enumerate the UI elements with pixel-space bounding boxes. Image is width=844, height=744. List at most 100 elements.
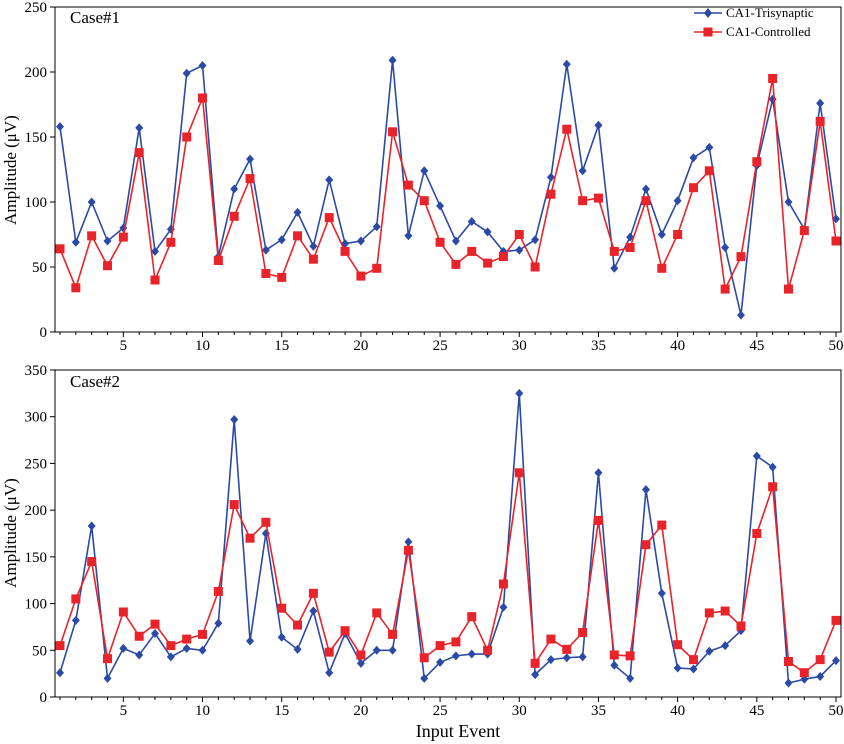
data-point-ca1-controlled — [467, 246, 477, 256]
plot-frame — [54, 369, 842, 698]
data-point-ca1-controlled — [150, 619, 160, 629]
data-point-ca1-trisynaptic — [784, 678, 793, 688]
data-point-ca1-trisynaptic — [151, 628, 160, 638]
x-tick-label: 25 — [433, 703, 448, 719]
data-point-ca1-controlled — [562, 644, 572, 654]
series-line-ca1-controlled — [59, 78, 837, 292]
data-point-ca1-controlled — [403, 180, 413, 190]
data-point-ca1-trisynaptic — [293, 644, 302, 654]
data-point-ca1-controlled — [752, 529, 762, 538]
x-tick-label: 10 — [195, 338, 210, 354]
y-tick-label: 150 — [25, 130, 48, 146]
data-point-ca1-trisynaptic — [673, 663, 682, 673]
x-tick-label: 5 — [120, 703, 128, 719]
x-tick-label: 20 — [353, 338, 368, 354]
axis-ticks: 0 50 100 150 200 250 5 10 15 20 25 30 35 40 45 50 — [25, 0, 844, 354]
data-point-ca1-trisynaptic — [277, 632, 286, 642]
data-point-ca1-controlled — [673, 640, 683, 650]
data-point-ca1-controlled — [578, 196, 588, 206]
data-point-ca1-trisynaptic — [246, 636, 255, 646]
x-tick-label: 30 — [512, 338, 527, 354]
data-point-ca1-controlled — [261, 269, 271, 278]
data-point-ca1-trisynaptic — [325, 175, 334, 185]
data-point-ca1-trisynaptic — [594, 120, 603, 130]
y-tick-label: 50 — [32, 260, 47, 276]
data-point-ca1-controlled — [831, 615, 841, 625]
data-point-ca1-controlled — [530, 262, 540, 272]
x-tick-label: 50 — [829, 338, 844, 354]
x-tick-label: 35 — [591, 703, 606, 719]
data-point-ca1-trisynaptic — [230, 184, 239, 194]
data-point-ca1-controlled — [530, 658, 540, 668]
data-point-ca1-controlled — [55, 641, 65, 651]
series-line-ca1-controlled — [59, 472, 837, 674]
data-point-ca1-controlled — [435, 641, 445, 651]
data-point-ca1-trisynaptic — [673, 196, 682, 206]
data-point-ca1-trisynaptic — [641, 485, 650, 495]
data-point-ca1-controlled — [783, 284, 793, 294]
data-point-ca1-trisynaptic — [325, 668, 334, 678]
data-point-ca1-controlled — [736, 252, 746, 262]
data-point-ca1-controlled — [71, 594, 81, 604]
y-tick-label: 0 — [40, 325, 48, 341]
data-point-ca1-trisynaptic — [71, 615, 80, 625]
data-point-ca1-trisynaptic — [56, 122, 64, 132]
data-point-ca1-controlled — [498, 579, 508, 589]
data-point-ca1-controlled — [372, 608, 382, 618]
y-tick-label: 300 — [25, 410, 48, 426]
data-point-ca1-controlled — [483, 258, 493, 268]
data-point-ca1-trisynaptic — [436, 201, 445, 211]
data-point-ca1-trisynaptic — [626, 673, 635, 683]
data-point-ca1-trisynaptic — [689, 153, 698, 163]
y-tick-label: 200 — [25, 65, 48, 81]
data-point-ca1-trisynaptic — [103, 673, 112, 683]
data-point-ca1-trisynaptic — [277, 235, 286, 245]
data-point-ca1-controlled — [55, 244, 65, 254]
y-tick-label: 150 — [25, 550, 48, 566]
x-tick-label: 10 — [195, 703, 210, 719]
data-point-ca1-controlled — [799, 226, 809, 236]
data-point-ca1-trisynaptic — [198, 61, 207, 70]
data-point-ca1-trisynaptic — [119, 643, 128, 653]
data-point-ca1-controlled — [229, 211, 239, 221]
data-point-ca1-controlled — [261, 517, 271, 527]
y-tick-label: 250 — [25, 456, 48, 472]
data-point-ca1-trisynaptic — [135, 123, 144, 133]
x-tick-label: 40 — [670, 338, 685, 354]
data-point-ca1-trisynaptic — [531, 235, 540, 245]
data-point-ca1-trisynaptic — [71, 237, 80, 247]
y-axis-label: Amplitude (μV) — [1, 478, 20, 588]
data-point-ca1-controlled — [182, 132, 192, 142]
data-point-ca1-controlled — [388, 127, 398, 137]
data-point-ca1-controlled — [134, 148, 144, 158]
series-group — [55, 55, 841, 320]
series-line-ca1-trisynaptic — [59, 60, 837, 316]
data-point-ca1-controlled — [198, 93, 208, 103]
data-point-ca1-trisynaptic — [562, 59, 571, 69]
data-point-ca1-controlled — [768, 482, 778, 492]
data-point-ca1-trisynaptic — [641, 184, 650, 194]
data-point-ca1-controlled — [419, 196, 429, 206]
data-point-ca1-controlled — [213, 256, 223, 265]
data-point-ca1-trisynaptic — [230, 415, 239, 425]
legend-marker-diamond — [704, 8, 712, 18]
data-point-ca1-controlled — [213, 586, 223, 596]
data-point-ca1-trisynaptic — [182, 68, 191, 78]
data-point-ca1-trisynaptic — [689, 664, 698, 674]
data-point-ca1-trisynaptic — [721, 641, 730, 651]
data-point-ca1-controlled — [324, 213, 334, 223]
data-point-ca1-trisynaptic — [372, 222, 381, 232]
data-point-ca1-trisynaptic — [404, 231, 413, 241]
data-point-ca1-trisynaptic — [562, 653, 571, 663]
data-point-ca1-trisynaptic — [721, 243, 730, 252]
data-point-ca1-trisynaptic — [135, 650, 144, 660]
data-point-ca1-trisynaptic — [657, 230, 666, 239]
x-tick-label: 15 — [274, 338, 289, 354]
data-point-ca1-trisynaptic — [293, 207, 302, 217]
data-point-ca1-trisynaptic — [784, 197, 793, 207]
data-point-ca1-trisynaptic — [467, 217, 476, 226]
data-point-ca1-controlled — [720, 284, 730, 294]
data-point-ca1-controlled — [562, 124, 572, 134]
data-point-ca1-trisynaptic — [499, 602, 508, 612]
